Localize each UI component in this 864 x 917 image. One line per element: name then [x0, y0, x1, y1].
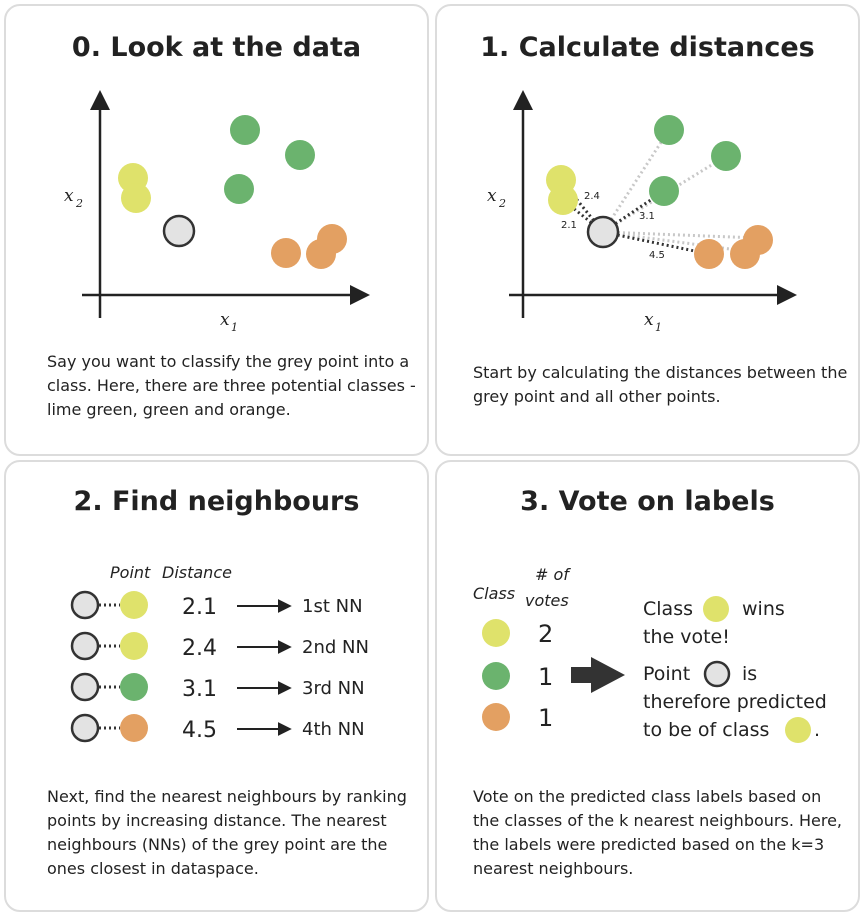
y-axis-label: x	[487, 186, 497, 206]
column-header-votes: votes	[525, 591, 569, 610]
result-text: therefore predicted	[643, 691, 827, 713]
grey-point	[70, 631, 100, 661]
distance-line	[602, 230, 759, 240]
column-header-distance: Distance	[162, 563, 232, 582]
lime-point	[482, 619, 510, 647]
result-text: the vote!	[643, 626, 730, 648]
green-point	[482, 662, 510, 690]
result-text: is	[742, 663, 757, 685]
result-text: wins	[742, 598, 785, 620]
result-text: to be of class	[643, 719, 769, 741]
grey-point	[162, 214, 196, 248]
grey-point	[70, 590, 100, 620]
panel-title: 1. Calculate distances	[480, 32, 815, 63]
orange-point	[694, 239, 724, 269]
panel-description: Next, find the nearest neighbours by ran…	[47, 787, 407, 878]
distance-label: 4.5	[649, 250, 665, 261]
x-axis-subscript: 1	[655, 321, 662, 334]
vote-count: 1	[538, 663, 553, 691]
neighbour-row: 3.1 3rd NN	[70, 672, 365, 702]
neighbour-row: 4.5 4th NN	[70, 713, 365, 743]
x-axis-label: x	[220, 310, 230, 330]
vote-tally: Class # of votes 2 1 1 Class wins the vo…	[473, 565, 827, 743]
green-point	[285, 140, 315, 170]
scatter-plot-distances: x 2 x 1 2.4 2.1 3.1 4.5	[487, 90, 797, 334]
nn-rank: 3rd NN	[302, 678, 365, 699]
distance-value: 2.1	[182, 595, 217, 620]
result-text: .	[814, 719, 820, 741]
green-point	[120, 673, 148, 701]
result-text: Class	[643, 598, 693, 620]
distance-value: 4.5	[182, 718, 217, 743]
orange-point	[120, 714, 148, 742]
x-axis-subscript: 1	[231, 321, 238, 334]
grey-point	[70, 672, 100, 702]
panel-calculate-distances: 1. Calculate distances x 2 x 1	[435, 4, 860, 456]
lime-point	[703, 596, 729, 622]
panel-vote-on-labels: 3. Vote on labels Class # of votes 2 1 1…	[435, 460, 860, 912]
column-header-votes: # of	[535, 565, 571, 584]
distance-label: 2.4	[584, 191, 600, 202]
orange-point	[482, 703, 510, 731]
panel-title: 0. Look at the data	[71, 32, 362, 63]
neighbour-row: 2.1 1st NN	[70, 590, 363, 620]
lime-point	[120, 632, 148, 660]
y-axis-label: x	[64, 186, 74, 206]
distance-label: 2.1	[561, 220, 577, 231]
green-point	[224, 174, 254, 204]
panel-title: 2. Find neighbours	[73, 486, 360, 517]
distance-line	[601, 129, 671, 233]
distance-label: 3.1	[639, 211, 655, 222]
distance-value: 2.4	[182, 636, 217, 661]
distance-line	[602, 230, 746, 253]
vote-count: 1	[538, 704, 553, 732]
grey-point	[586, 215, 620, 249]
orange-point	[306, 239, 336, 269]
distance-value: 3.1	[182, 677, 217, 702]
y-axis-subscript: 2	[75, 197, 83, 210]
result-text: Point	[643, 663, 690, 685]
neighbour-ranking-table: Point Distance 2.1 1st NN 2.4 2nd NN 3.1	[70, 563, 369, 743]
green-point	[654, 115, 684, 145]
lime-point	[785, 717, 811, 743]
green-point	[711, 141, 741, 171]
nn-rank: 2nd NN	[302, 637, 369, 658]
panel-look-at-data: 0. Look at the data x 2 x 1 Say you want…	[4, 4, 429, 456]
green-point	[649, 176, 679, 206]
distance-line-nearest	[562, 198, 604, 234]
scatter-plot-initial: x 2 x 1	[64, 90, 370, 334]
distance-line-nearest	[602, 230, 710, 256]
grey-point	[703, 660, 731, 688]
panel-title: 3. Vote on labels	[520, 486, 775, 517]
green-point	[230, 115, 260, 145]
column-header-point: Point	[110, 563, 151, 582]
x-axis-label: x	[644, 310, 654, 330]
neighbour-row: 2.4 2nd NN	[70, 631, 369, 661]
lime-point	[548, 185, 578, 215]
panel-description: Start by calculating the distances betwe…	[473, 363, 848, 406]
distance-line	[602, 154, 727, 234]
column-header-class: Class	[473, 584, 515, 603]
orange-point	[271, 238, 301, 268]
orange-point	[730, 239, 760, 269]
panel-description: Vote on the predicted class labels based…	[473, 787, 843, 878]
panel-find-neighbours: 2. Find neighbours Point Distance 2.1 1s…	[4, 460, 429, 912]
grey-point	[70, 713, 100, 743]
panel-description: Say you want to classify the grey point …	[47, 352, 416, 419]
nn-rank: 1st NN	[302, 596, 363, 617]
nn-rank: 4th NN	[302, 719, 365, 740]
y-axis-subscript: 2	[498, 197, 506, 210]
lime-point	[120, 591, 148, 619]
right-arrow-icon	[571, 657, 625, 693]
vote-count: 2	[538, 620, 553, 648]
lime-point	[121, 183, 151, 213]
